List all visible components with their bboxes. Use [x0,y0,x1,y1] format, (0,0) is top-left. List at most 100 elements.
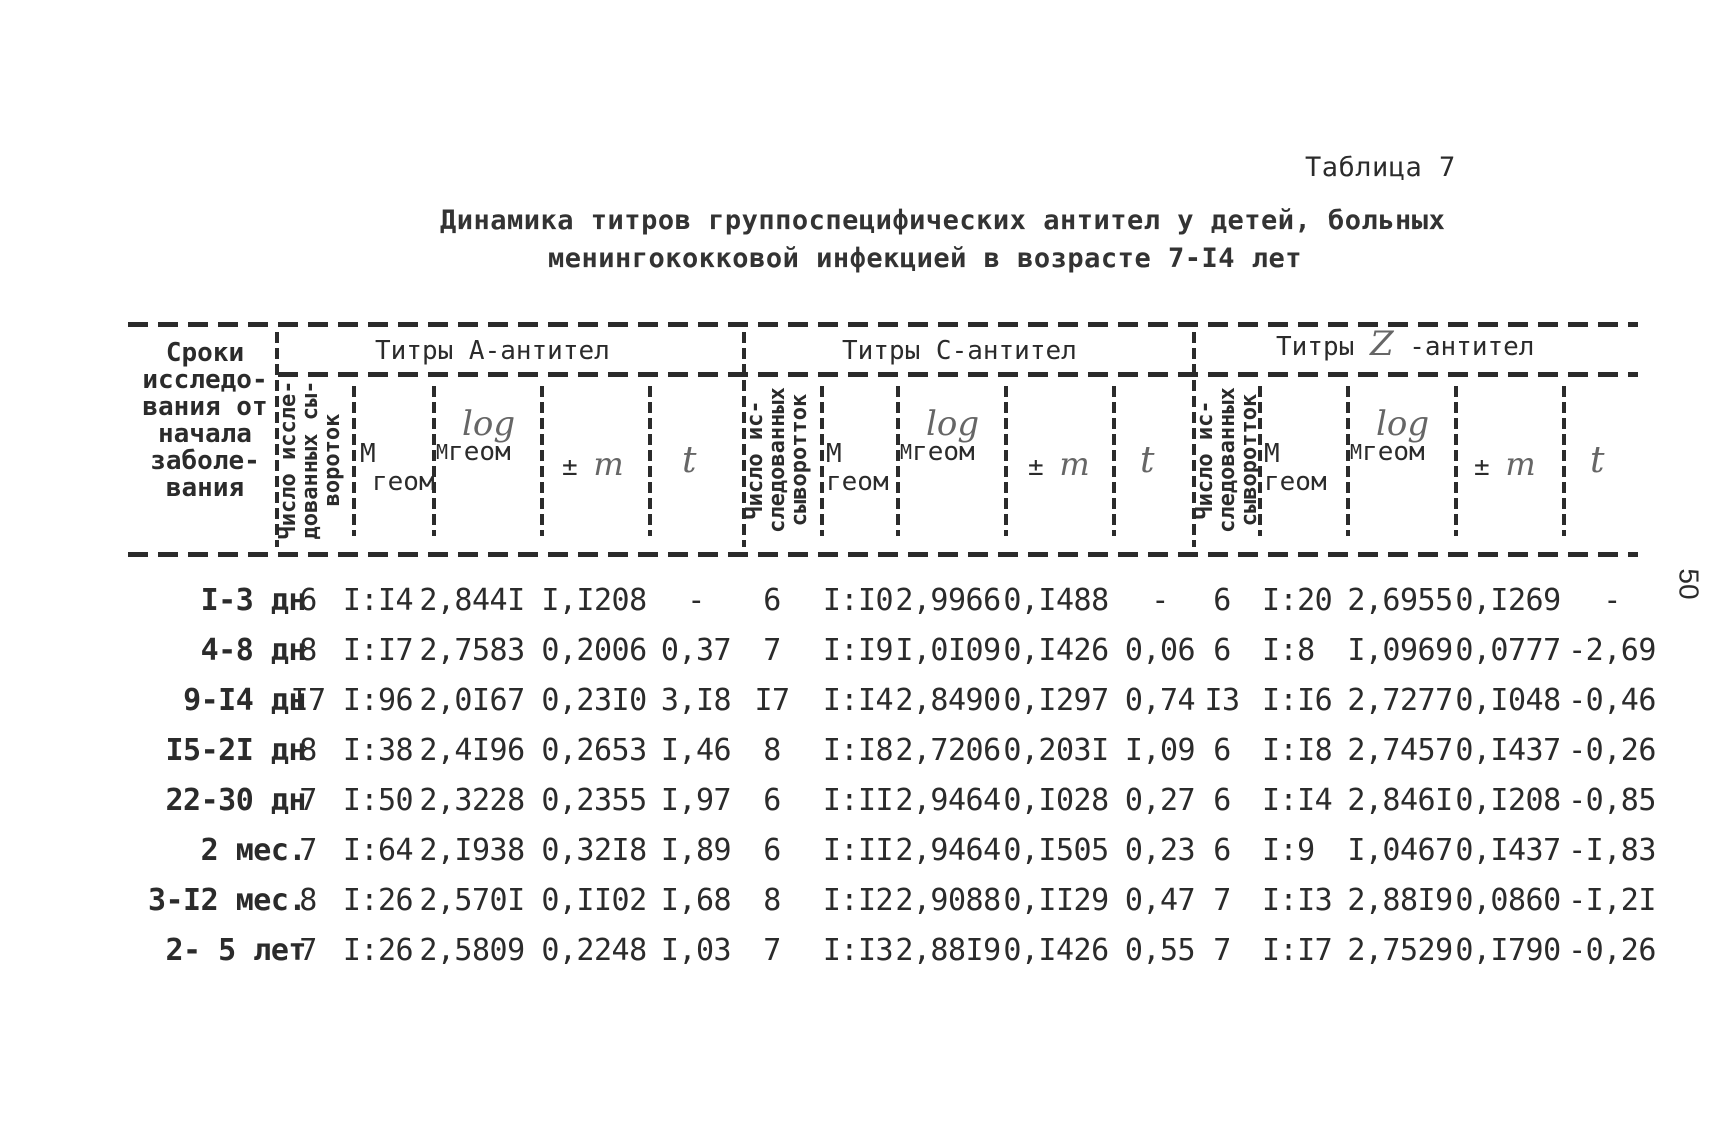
table-cell: 8 [763,733,781,768]
header-m: М [900,440,913,464]
table-cell: 0,I790 [1455,933,1561,968]
col-separator [896,386,900,536]
table-cell: 0,32I8 [541,833,647,868]
table-cell: I:I7 [1262,933,1333,968]
table-cell: 0,II29 [1003,883,1109,918]
header-pm: ± [562,452,578,482]
table-subheader-rule [278,372,1638,377]
table-cell: 7 [1213,883,1231,918]
header-log-m-geom-z: log Мгеом [1350,404,1430,466]
header-group-z-prefix: Титры [1276,332,1355,362]
table-cell: 2,9966 [895,583,1001,618]
table-cell: 0,06 [1124,633,1196,668]
table-cell: 0,I426 [1003,933,1109,968]
header-m: М [1264,439,1280,469]
table-cell: 0,2006 [541,633,647,668]
row-period-cell: 2- 5 лет [165,933,307,968]
table-cell: 2,7583 [419,633,525,668]
table-cell: -0,26 [1568,933,1656,968]
table-cell: 0,I437 [1455,833,1561,868]
row-period-cell: 4-8 дн [200,633,307,668]
header-group-z-suffix: -антител [1409,332,1535,362]
table-cell: 0,I437 [1455,733,1561,768]
table-title-line-1: Динамика титров группоспецифических анти… [440,205,1446,236]
header-group-z-hand: Z [1369,324,1394,364]
table-cell: I:I3 [822,933,894,968]
table-cell: -I,2I [1568,883,1656,918]
table-cell: I:I3 [1262,883,1333,918]
table-cell: 2,844I [419,583,525,618]
header-log-m-geom-a: log Мгеом [436,407,515,466]
header-pm-m-z: ± m [1474,448,1536,481]
row-period-cell: I-3 дн [200,583,307,618]
table-cell: 0,I028 [1003,783,1109,818]
header-log: log [926,404,980,444]
header-log: log [1376,404,1430,444]
table-cell: I:I4 [1262,783,1333,818]
col-separator [648,386,652,536]
table-cell: 0,74 [1124,683,1196,718]
table-label: Таблица 7 [1305,152,1456,183]
table-cell: 0,I488 [1003,583,1109,618]
header-t-c: t [1140,440,1155,481]
table-cell: 0,2355 [541,783,647,818]
col-separator [1562,386,1566,536]
table-cell: I:20 [1262,583,1333,618]
table-cell: I:I8 [1262,733,1333,768]
header-pm-m-a: ± m [562,448,624,482]
table-cell: 0,I505 [1003,833,1109,868]
table-cell: I:8 [1262,633,1315,668]
table-cell: I:26 [342,883,414,918]
col-separator [1112,386,1116,536]
table-cell: -2,69 [1568,633,1656,668]
col-separator [1258,386,1262,536]
col-separator [275,332,279,547]
table-cell: I:I4 [342,583,414,618]
table-cell: 0,I269 [1455,583,1561,618]
table-cell: 2,3228 [419,783,525,818]
table-cell: -I,83 [1568,833,1656,868]
row-period-cell: I5-2I дн [165,733,307,768]
table-cell: I:I8 [822,733,894,768]
table-cell: 0,27 [1124,783,1196,818]
header-t-z: t [1590,440,1605,481]
header-pm-m-c: ± m [1028,448,1090,481]
col-separator [352,386,356,536]
table-cell: 2,5809 [419,933,525,968]
table-cell: I7 [754,683,790,718]
table-cell: I,0467 [1347,833,1453,868]
header-period: Сроки исследо- вания от начала заболе- в… [142,338,268,503]
table-cell: I:I6 [1262,683,1333,718]
table-cell: 0,I426 [1003,633,1109,668]
page-number: 50 [1673,568,1705,600]
table-cell: 2,6955 [1347,583,1453,618]
table-cell: I,46 [660,733,732,768]
table-cell: 2,570I [419,883,525,918]
header-m: М [1350,440,1363,464]
table-cell: 2,7206 [895,733,1001,768]
table-cell: 3,I8 [660,683,732,718]
table-cell: I:9 [1262,833,1315,868]
table-cell: I:II [822,833,894,868]
table-cell: 0,II02 [541,883,647,918]
table-cell: 7 [299,933,317,968]
table-cell: I:64 [342,833,414,868]
table-cell: 0,I048 [1455,683,1561,718]
header-geom: геом [912,437,975,467]
table-cell: I:I7 [342,633,414,668]
row-period-cell: 9-I4 дн [183,683,306,718]
row-period-cell: 3-I2 мес. [147,883,307,918]
table-cell: 6 [763,783,781,818]
header-m-geom-a: М геом [360,440,435,496]
table-top-rule [128,322,1638,327]
header-group-z: Титры Z -антител [1276,327,1535,362]
table-cell: 6 [1213,733,1231,768]
header-geom: геом [1264,467,1327,497]
table-cell: 0,203I [1003,733,1109,768]
col-separator [742,332,746,547]
header-m-hand: m [1505,445,1536,483]
table-cell: 2,9464 [895,783,1001,818]
table-cell: I7 [290,683,326,718]
table-cell: 2,7457 [1347,733,1453,768]
table-cell: 8 [763,883,781,918]
